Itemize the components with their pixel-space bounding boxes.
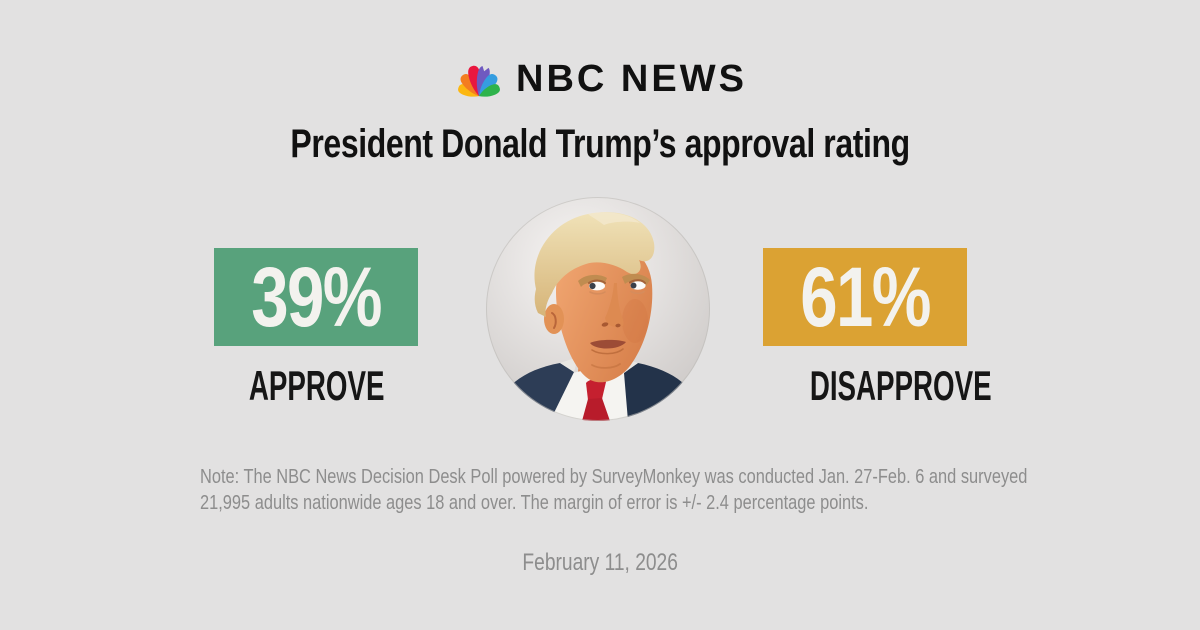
brand-wordmark: NBC NEWS xyxy=(516,57,747,100)
note-line-2: 21,995 adults nationwide ages 18 and ove… xyxy=(200,492,869,514)
portrait-nose xyxy=(605,283,624,328)
approve-stat: 39% APPROVE xyxy=(214,248,418,420)
approve-value: 39% xyxy=(251,250,382,344)
approve-value-box: 39% xyxy=(214,248,418,346)
disapprove-label-row: DISAPPROVE xyxy=(763,362,992,420)
portrait-tie xyxy=(586,378,606,400)
trump-portrait-image xyxy=(486,197,710,421)
approve-label: APPROVE xyxy=(248,362,385,409)
peacock-feather-orange xyxy=(460,73,480,97)
note-line-1: Note: The NBC News Decision Desk Poll po… xyxy=(200,466,1028,488)
page-title: President Donald Trump’s approval rating xyxy=(0,121,1200,167)
portrait-ring xyxy=(486,197,710,421)
peacock-feather-green xyxy=(479,84,500,97)
portrait-suit-right xyxy=(624,363,704,421)
disapprove-stat: 61% DISAPPROVE xyxy=(763,248,992,420)
page-title-text: President Donald Trump’s approval rating xyxy=(290,122,910,166)
nbc-news-logo: NBC NEWS xyxy=(0,58,1200,100)
disapprove-value-box: 61% xyxy=(763,248,967,346)
date-text: February 11, 2026 xyxy=(0,548,1200,578)
nbc-peacock-icon xyxy=(458,63,500,97)
approve-label-row: APPROVE xyxy=(214,362,418,420)
poll-note: Note: The NBC News Decision Desk Poll po… xyxy=(200,464,1200,516)
date-value: February 11, 2026 xyxy=(522,549,678,576)
peacock-feather-purple xyxy=(476,65,490,97)
disapprove-label: DISAPPROVE xyxy=(809,362,992,409)
portrait-hair xyxy=(534,212,655,317)
portrait-ear xyxy=(544,304,564,334)
portrait-mouth xyxy=(590,339,626,349)
disapprove-value: 61% xyxy=(800,250,931,344)
trump-portrait xyxy=(486,197,710,421)
peacock-beak-notch xyxy=(481,63,491,72)
